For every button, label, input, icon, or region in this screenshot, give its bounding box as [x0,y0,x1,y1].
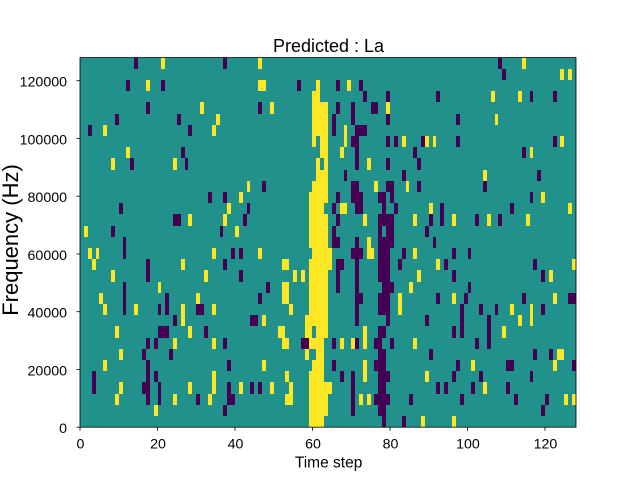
svg-text:0: 0 [59,421,67,437]
svg-text:20: 20 [150,437,166,453]
svg-text:Frequency (Hz): Frequency (Hz) [0,164,23,316]
svg-text:Predicted : La: Predicted : La [273,36,385,56]
svg-text:100: 100 [456,437,480,453]
svg-text:20000: 20000 [28,363,68,379]
svg-text:0: 0 [77,437,85,453]
svg-text:40: 40 [228,437,244,453]
svg-text:80: 80 [383,437,399,453]
svg-text:60: 60 [305,437,321,453]
svg-text:80000: 80000 [28,190,68,206]
svg-text:120000: 120000 [20,75,67,91]
svg-text:40000: 40000 [28,306,68,322]
svg-text:60000: 60000 [28,248,68,264]
svg-text:Time step: Time step [295,455,362,472]
svg-text:100000: 100000 [20,132,67,148]
svg-text:120: 120 [534,437,558,453]
